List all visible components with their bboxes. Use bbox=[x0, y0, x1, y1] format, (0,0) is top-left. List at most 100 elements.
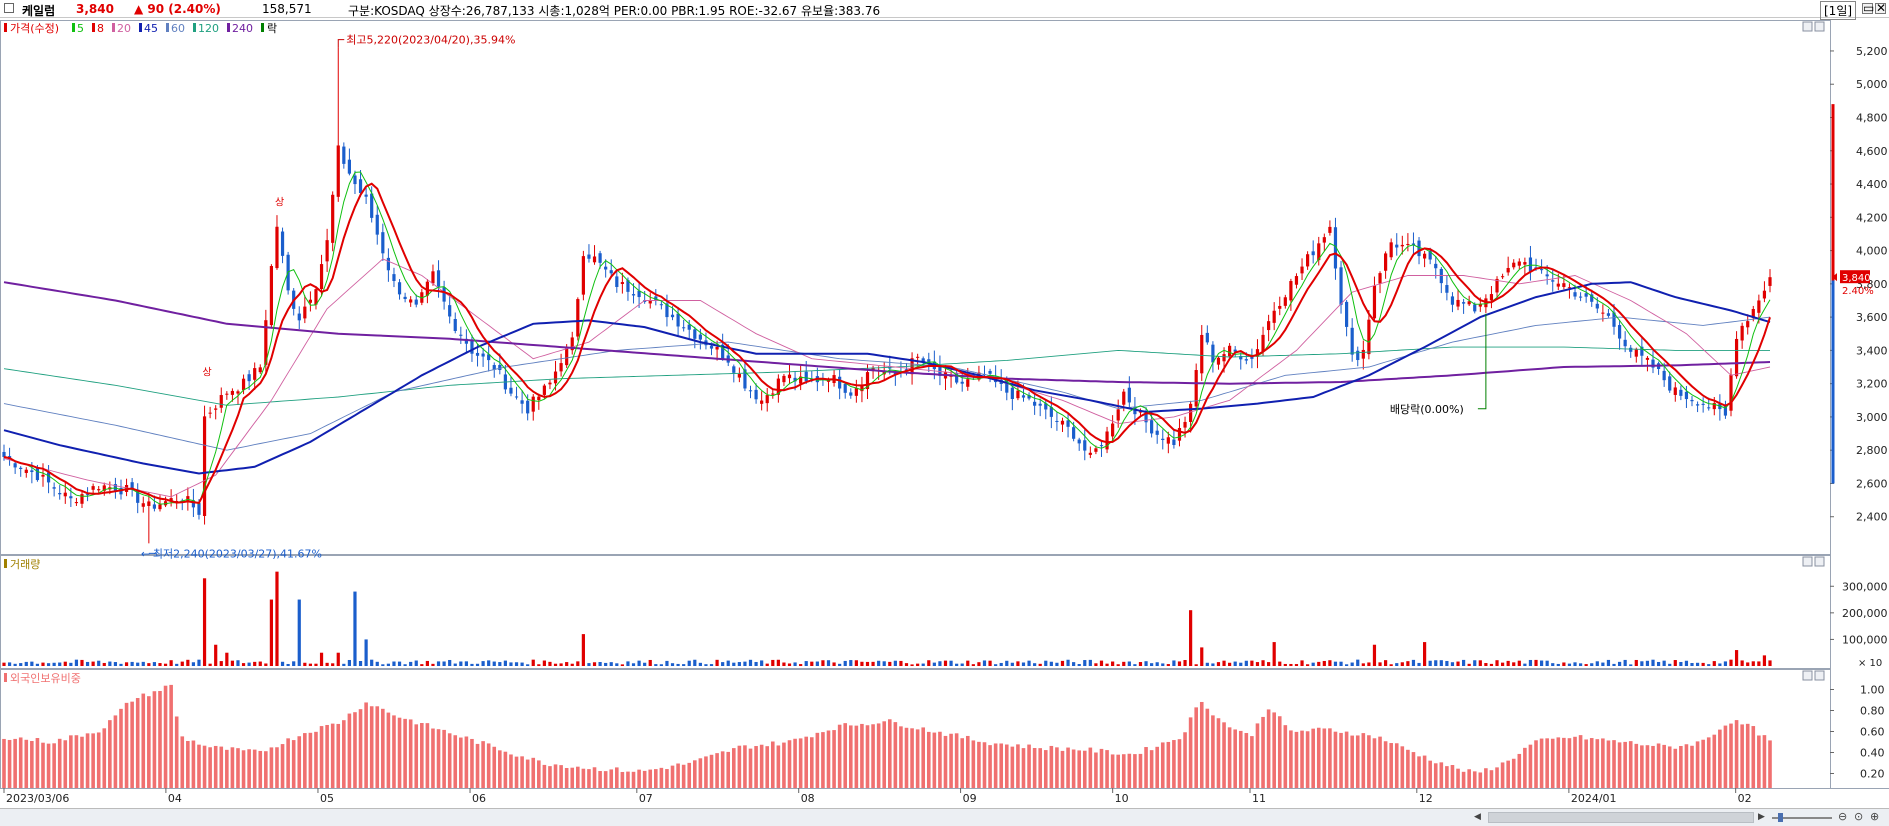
legend-ma-marker bbox=[92, 23, 95, 32]
foreign-bar bbox=[659, 767, 664, 788]
foreign-bar bbox=[1640, 745, 1644, 788]
foreign-bar bbox=[1372, 738, 1377, 788]
foreign-bar bbox=[1116, 754, 1120, 788]
panel-maximize-icon-3 bbox=[1802, 670, 1813, 681]
volume-bar bbox=[1606, 659, 1611, 666]
foreign-bar bbox=[1751, 726, 1756, 788]
candle-body bbox=[687, 324, 691, 330]
volume-bar bbox=[487, 660, 491, 666]
foreign-bar bbox=[481, 741, 485, 788]
volume-bar bbox=[1072, 662, 1076, 666]
candle-body bbox=[13, 463, 17, 468]
volume-bar bbox=[325, 662, 329, 666]
volume-bar bbox=[1255, 662, 1260, 666]
foreign-bar bbox=[993, 743, 998, 788]
zoom-slider-knob[interactable] bbox=[1778, 813, 1783, 822]
foreign-bar bbox=[1472, 771, 1477, 788]
foreign-bar bbox=[1250, 736, 1254, 788]
candle-body bbox=[331, 194, 335, 243]
foreign-bar bbox=[1628, 741, 1633, 788]
foreign-bar bbox=[743, 745, 747, 788]
volume-bar bbox=[1656, 661, 1661, 666]
foreign-bar bbox=[598, 771, 602, 788]
chart-scrollbar[interactable]: ◀ ▶ ⊖ ⊙ ⊕ bbox=[0, 808, 1889, 826]
volume-bar bbox=[197, 659, 201, 666]
scroll-thumb[interactable] bbox=[1488, 812, 1754, 823]
candle-body bbox=[1133, 407, 1137, 415]
foreign-bar bbox=[715, 753, 719, 788]
candle-body bbox=[1060, 420, 1065, 425]
candle-body bbox=[1367, 319, 1371, 355]
zoom-in-icon[interactable]: ⊕ bbox=[1870, 810, 1880, 823]
candle-body bbox=[537, 396, 541, 401]
trade-volume: 158,571 bbox=[262, 2, 312, 16]
volume-tick-label: 100,000 bbox=[1842, 633, 1888, 646]
candle-body bbox=[208, 412, 212, 414]
foreign-bar bbox=[971, 740, 976, 788]
volume-bar bbox=[286, 663, 290, 666]
foreign-bar bbox=[1684, 744, 1689, 788]
close-icon[interactable]: ✕ bbox=[1875, 1, 1887, 15]
volume-bar bbox=[648, 659, 652, 666]
volume-bar bbox=[1484, 663, 1488, 666]
volume-bar bbox=[1272, 642, 1276, 666]
foreign-bar bbox=[642, 770, 647, 788]
stock-chart[interactable]: 5,2005,0004,8004,6004,4004,2004,0003,800… bbox=[0, 18, 1889, 808]
foreign-bar bbox=[420, 723, 424, 788]
foreign-tick-label: 1.00 bbox=[1860, 684, 1885, 697]
foreign-bar bbox=[236, 748, 240, 788]
zoom-reset-icon[interactable]: ⊙ bbox=[1854, 810, 1864, 823]
zoom-out-icon[interactable]: ⊖ bbox=[1838, 810, 1848, 823]
candle-body bbox=[1283, 297, 1287, 306]
candle-body bbox=[1255, 349, 1260, 357]
panel-close-icon-2 bbox=[1814, 556, 1825, 567]
volume-bar bbox=[1556, 663, 1560, 666]
volume-bar bbox=[721, 662, 725, 666]
volume-unit-label: × 10 bbox=[1858, 658, 1882, 669]
foreign-bar bbox=[887, 719, 892, 788]
candle-body bbox=[347, 159, 352, 174]
candle-body bbox=[258, 367, 262, 373]
ma45-line bbox=[3, 281, 1771, 475]
candle-body bbox=[1734, 338, 1739, 377]
foreign-bar bbox=[447, 733, 452, 788]
candle-body bbox=[966, 379, 970, 387]
volume-bar bbox=[1489, 663, 1494, 666]
zoom-slider[interactable] bbox=[1772, 817, 1832, 819]
candle-body bbox=[364, 194, 368, 197]
foreign-bar bbox=[241, 750, 246, 788]
scroll-right-icon[interactable]: ▶ bbox=[1758, 812, 1765, 822]
candle-body bbox=[921, 358, 925, 363]
foreign-bar bbox=[670, 765, 675, 788]
foreign-bar bbox=[1004, 744, 1009, 788]
foreign-bar bbox=[804, 736, 809, 788]
candle-body bbox=[1584, 293, 1588, 297]
scroll-left-icon[interactable]: ◀ bbox=[1474, 812, 1481, 822]
volume-bar bbox=[375, 661, 379, 666]
period-selector[interactable]: [1일] bbox=[1820, 1, 1857, 20]
volume-bar bbox=[576, 661, 580, 666]
volume-bar bbox=[1278, 661, 1282, 666]
candle-body bbox=[743, 369, 747, 389]
price-tag-bg bbox=[1840, 270, 1870, 284]
foreign-bar bbox=[358, 709, 363, 788]
candle-body bbox=[1679, 389, 1683, 396]
volume-bar bbox=[102, 662, 106, 666]
foreign-bar bbox=[960, 738, 965, 788]
volume-bar bbox=[303, 662, 307, 666]
foreign-bar bbox=[1261, 716, 1265, 788]
candle-body bbox=[1673, 387, 1677, 395]
candle-body bbox=[381, 232, 385, 254]
volume-bar bbox=[453, 663, 457, 666]
volume-bar bbox=[832, 662, 836, 666]
foreign-bar bbox=[1060, 750, 1065, 788]
candle-body bbox=[1662, 370, 1666, 381]
select-checkbox[interactable] bbox=[4, 3, 14, 13]
foreign-bar bbox=[737, 745, 742, 788]
minimize-icon[interactable]: ▭ bbox=[1862, 1, 1875, 15]
candle-body bbox=[1695, 404, 1700, 406]
volume-bar bbox=[1528, 659, 1533, 666]
candle-body bbox=[475, 352, 480, 356]
foreign-bar bbox=[965, 735, 970, 788]
volume-bar bbox=[849, 660, 853, 666]
